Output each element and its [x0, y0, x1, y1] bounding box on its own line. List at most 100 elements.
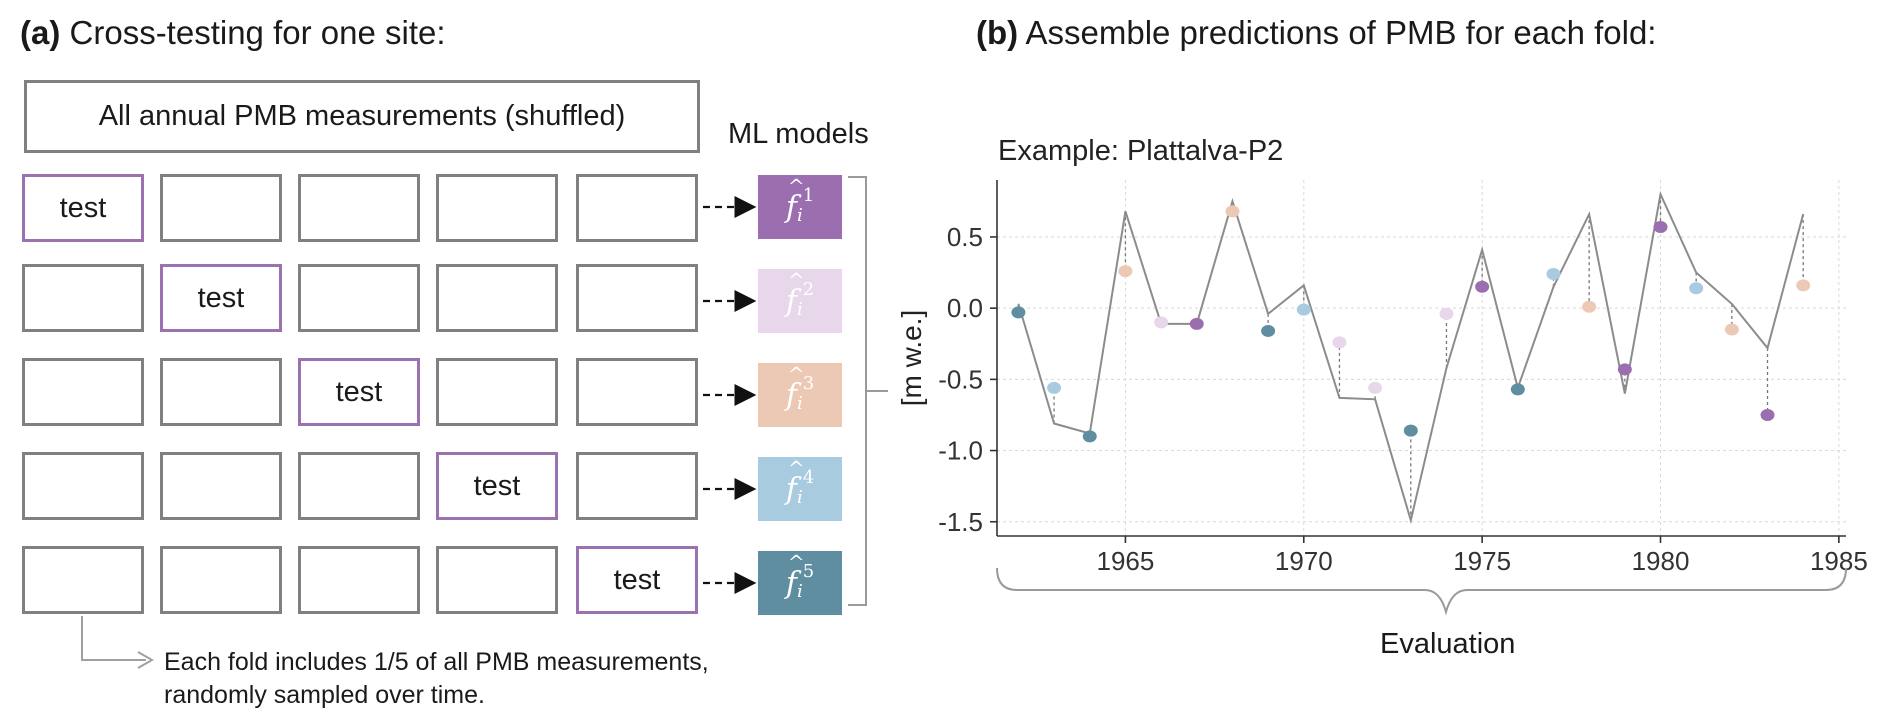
model-superscript: 1 [802, 184, 815, 206]
predicted-point [1261, 324, 1276, 337]
note-connector [81, 616, 146, 661]
ml-model-1: fi1 [758, 174, 842, 239]
ml-model-4: fi4 [758, 456, 842, 521]
fold-train-box [436, 264, 558, 332]
predicted-point [1332, 336, 1347, 349]
fold-train-box [298, 546, 420, 614]
observed-line [1017, 190, 1805, 525]
fold-note-line2: randomly sampled over time. [164, 681, 485, 709]
test-label: test [473, 469, 521, 502]
predicted-point [1689, 282, 1704, 295]
note-arrow-head [137, 651, 155, 669]
panel-b-letter: (b) [976, 14, 1019, 51]
ml-model-5: fi5 [758, 550, 842, 615]
x-tick-label: 1965 [1096, 546, 1154, 576]
y-tick-label: -1.5 [938, 507, 983, 537]
fold-train-box [22, 546, 144, 614]
model-subscript: i [796, 392, 803, 414]
predicted-point [1368, 381, 1383, 394]
x-tick-label: 1970 [1275, 546, 1333, 576]
y-tick-label: 0.0 [947, 293, 983, 323]
predicted-point [1011, 306, 1026, 319]
test-label: test [335, 375, 383, 408]
fold-train-box [22, 452, 144, 520]
fold-train-box [298, 264, 420, 332]
model-subscript: i [796, 298, 803, 320]
predicted-point [1189, 317, 1204, 330]
all-measurements-label: All annual PMB measurements (shuffled) [98, 100, 626, 132]
fold-train-box [160, 452, 282, 520]
predicted-point [1510, 383, 1525, 396]
panel-a-title: (a) Cross-testing for one site: [20, 14, 446, 52]
model-superscript: 4 [802, 466, 815, 488]
fold-train-box [436, 174, 558, 242]
model-superscript: 2 [802, 278, 815, 300]
fold-test-box: test [436, 452, 558, 520]
panel-a-title-text: Cross-testing for one site: [69, 14, 446, 51]
fold-train-box [576, 452, 698, 520]
fold-train-box [576, 358, 698, 426]
predicted-point [1082, 430, 1097, 443]
model-subscript: i [796, 204, 803, 226]
model-subscript: i [796, 580, 803, 602]
y-tick-label: -0.5 [938, 364, 983, 394]
predicted-point [1296, 303, 1311, 316]
fold-test-box: test [298, 358, 420, 426]
predicted-point [1439, 307, 1454, 320]
ml-models-label: ML models [728, 118, 869, 150]
fold-train-box [436, 546, 558, 614]
evaluation-label: Evaluation [1380, 628, 1516, 660]
evaluation-bracket [996, 567, 1847, 616]
ml-model-3: fi3 [758, 362, 842, 427]
predicted-point [1653, 220, 1668, 233]
model-subscript: i [796, 486, 803, 508]
predicted-point [1225, 205, 1240, 218]
model-function: f [786, 362, 805, 413]
fold-test-box: test [576, 546, 698, 614]
model-superscript: 5 [802, 560, 815, 582]
y-tick-label: 0.5 [947, 222, 983, 252]
model-superscript: 3 [802, 372, 815, 394]
fold-train-box [22, 264, 144, 332]
predicted-point [1724, 323, 1739, 336]
test-label: test [59, 191, 107, 224]
model-function: f [786, 456, 805, 507]
chart-title: Example: Plattalva-P2 [998, 135, 1283, 167]
predicted-point [1154, 316, 1169, 329]
fold-note-line1: Each fold includes 1/5 of all PMB measur… [164, 648, 709, 676]
fold-train-box [160, 546, 282, 614]
model-function: f [786, 174, 805, 225]
ml-model-2: fi2 [758, 268, 842, 333]
fold-train-box [576, 264, 698, 332]
fold-train-box [576, 174, 698, 242]
fold-train-box [160, 174, 282, 242]
predicted-point [1582, 300, 1597, 313]
predicted-point [1760, 408, 1775, 421]
model-function: f [786, 550, 805, 601]
y-tick-label: -1.0 [938, 436, 983, 466]
predicted-point [1475, 280, 1490, 293]
fold-train-box [298, 174, 420, 242]
fold-train-box [436, 358, 558, 426]
test-label: test [197, 281, 245, 314]
y-axis-label: [m w.e.] [896, 310, 927, 406]
x-tick-label: 1975 [1453, 546, 1511, 576]
fold-note: Each fold includes 1/5 of all PMB measur… [164, 646, 709, 712]
predicted-point [1796, 279, 1811, 292]
x-tick-label: 1985 [1810, 546, 1868, 576]
fold-test-box: test [22, 174, 144, 242]
fold-train-box [22, 358, 144, 426]
fold-test-box: test [160, 264, 282, 332]
models-bracket [848, 176, 888, 606]
panel-a-letter: (a) [20, 14, 61, 51]
x-tick-label: 1980 [1632, 546, 1690, 576]
test-label: test [613, 563, 661, 596]
predicted-point [1617, 363, 1632, 376]
predicted-point [1403, 424, 1418, 437]
predicted-point [1118, 265, 1133, 278]
fold-train-box [160, 358, 282, 426]
panel-b-title-text: Assemble predictions of PMB for each fol… [1025, 14, 1657, 51]
predicted-point [1047, 381, 1062, 394]
